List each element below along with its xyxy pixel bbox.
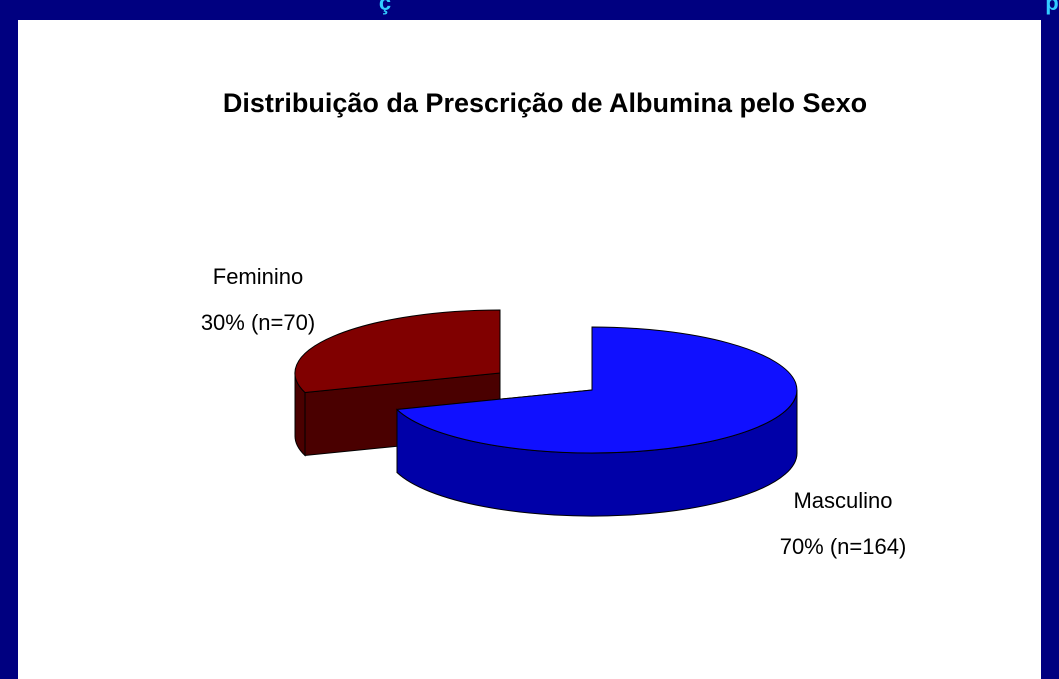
slice <box>294 309 501 394</box>
slice-value-label: 30% (n=70) <box>201 310 315 335</box>
slice-label: Masculino <box>793 488 892 513</box>
slice-label: Feminino <box>213 264 303 289</box>
slice <box>395 326 798 454</box>
header-fragment: p <box>1045 0 1058 15</box>
panel <box>18 20 1041 679</box>
slice-value-label: 70% (n=164) <box>780 534 907 559</box>
header-fragment: ç <box>379 0 391 15</box>
chart-title: Distribuição da Prescrição de Albumina p… <box>223 88 867 118</box>
